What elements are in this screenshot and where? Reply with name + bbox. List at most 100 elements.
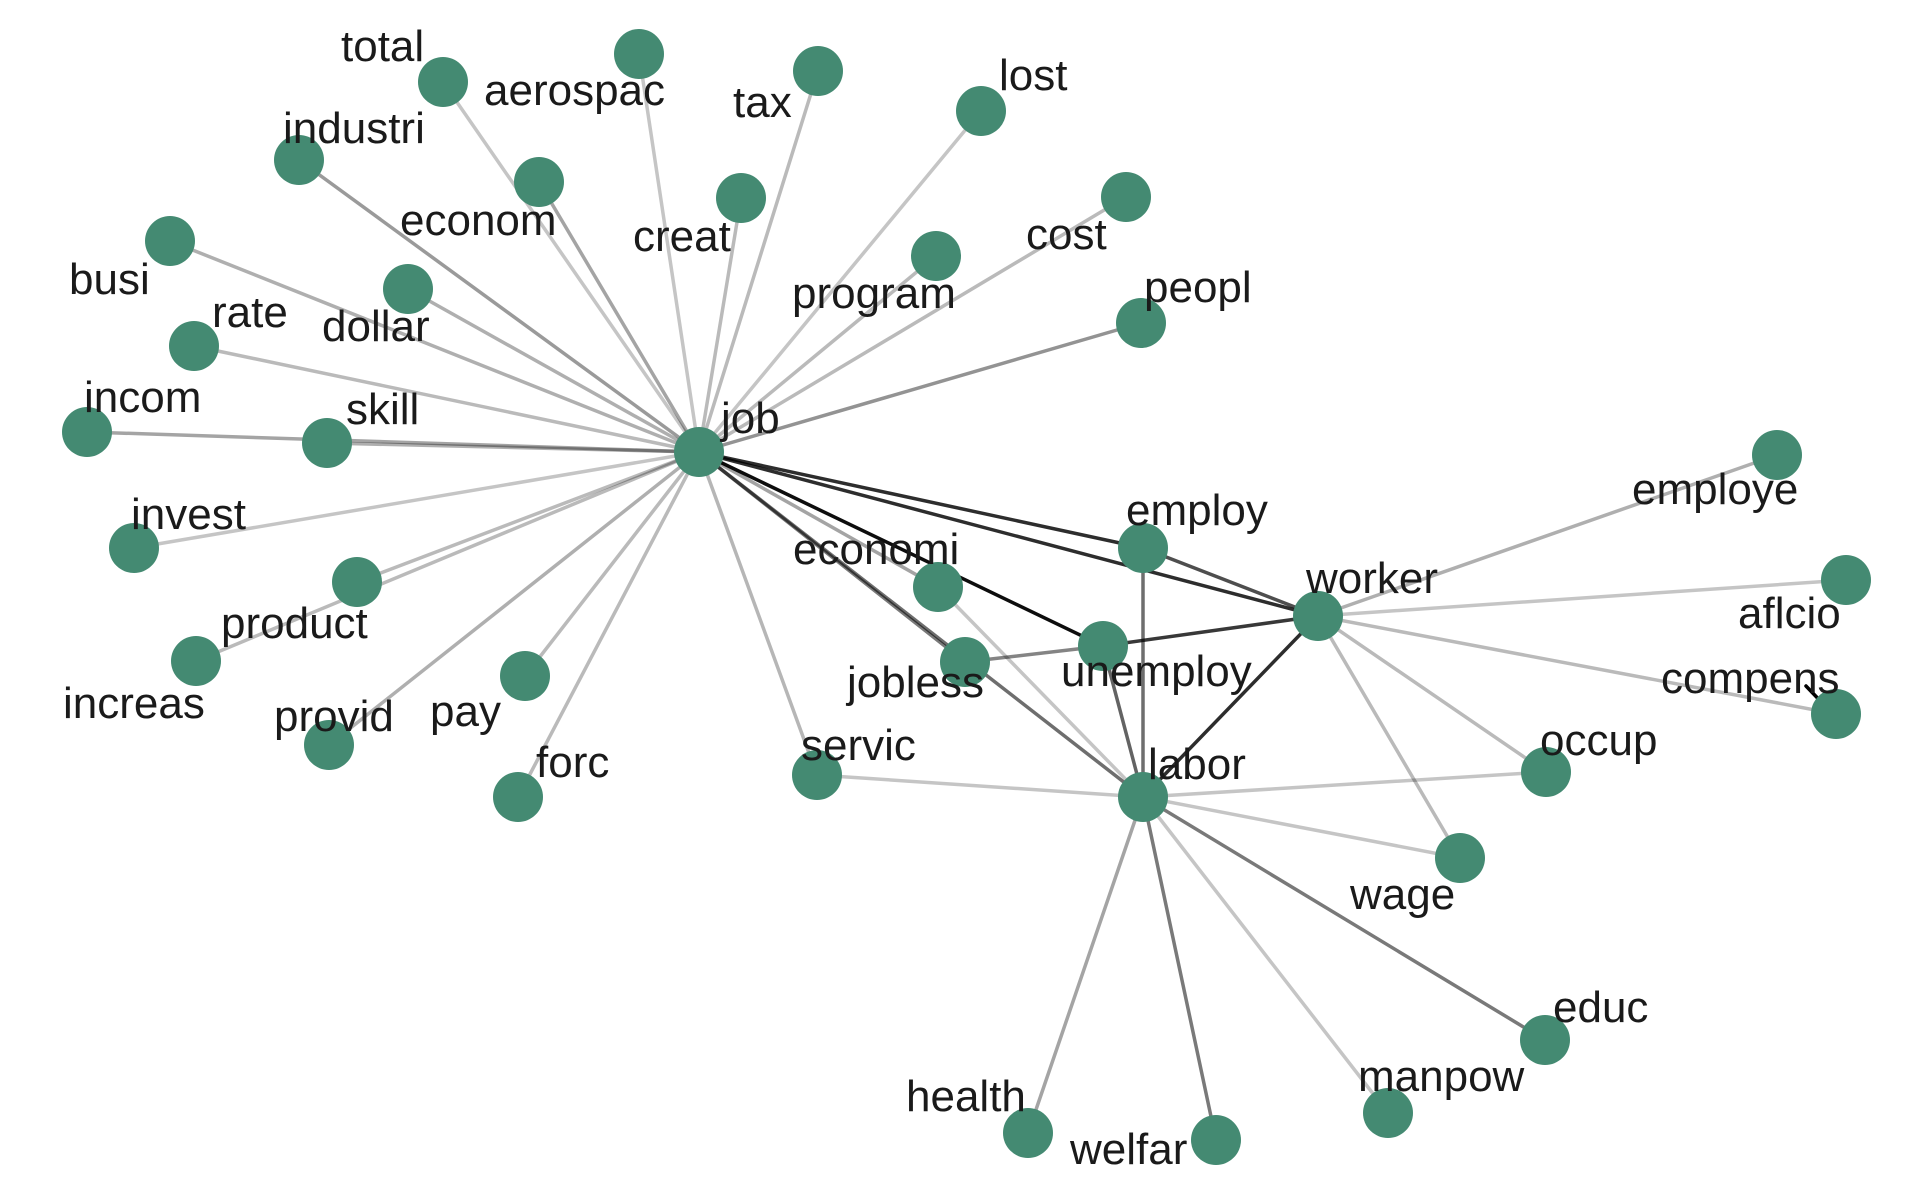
node-compens [1811, 689, 1861, 739]
node-servic [792, 750, 842, 800]
node-forc [493, 772, 543, 822]
node-label-jobless: jobless [845, 658, 984, 707]
edge-job-worker [697, 450, 1320, 618]
node-creat [716, 173, 766, 223]
node-economi [913, 562, 963, 612]
edge-labor-manpow [1141, 795, 1390, 1115]
node-dollar [383, 264, 433, 314]
edge-job-peopl [697, 321, 1143, 454]
node-program [911, 231, 961, 281]
edge-job-servic [697, 450, 819, 777]
node-aflcio [1821, 555, 1871, 605]
node-educ [1520, 1015, 1570, 1065]
node-label-busi: busi [69, 255, 150, 304]
node-worker [1293, 591, 1343, 641]
edge-labor-servic [815, 773, 1145, 799]
node-label-creat: creat [633, 212, 731, 261]
node-unemploy [1078, 621, 1128, 671]
edge-job-busi [168, 239, 701, 454]
node-label-occup: occup [1540, 716, 1657, 765]
node-label-industri: industri [283, 104, 425, 153]
node-label-rate: rate [212, 288, 288, 337]
edge-job-increas [194, 450, 701, 663]
edge-job-labor [697, 450, 1145, 799]
node-invest [109, 523, 159, 573]
node-label-wage: wage [1349, 870, 1455, 919]
node-label-compens: compens [1661, 654, 1840, 703]
node-label-economi: economi [793, 525, 959, 574]
node-employ [1118, 523, 1168, 573]
edge-worker-compens [1316, 614, 1838, 716]
node-label-cost: cost [1026, 210, 1107, 259]
edge-unemploy-labor [1101, 644, 1145, 799]
node-wage [1435, 833, 1485, 883]
edge-job-cost [697, 195, 1128, 454]
node-label-increas: increas [63, 679, 205, 728]
node-label-incom: incom [84, 373, 201, 422]
node-increas [171, 636, 221, 686]
node-occup [1521, 747, 1571, 797]
edge-job-provid [327, 450, 701, 747]
node-label-provid: provid [274, 692, 394, 741]
edge-job-tax [697, 69, 820, 454]
node-label-invest: invest [131, 490, 246, 539]
edge-job-invest [132, 450, 701, 550]
node-layer [62, 29, 1871, 1165]
node-busi [145, 216, 195, 266]
node-label-peopl: peopl [1144, 263, 1252, 312]
label-layer: job labor worker employ unemploy jobless econo… [63, 22, 1841, 1174]
edge-labor-educ [1141, 795, 1547, 1042]
node-total [418, 57, 468, 107]
node-tax [793, 46, 843, 96]
edge-job-creat [697, 196, 743, 454]
edge-worker-occup [1316, 614, 1548, 774]
node-label-manpow: manpow [1358, 1052, 1525, 1101]
edge-job-rate [192, 344, 701, 454]
node-label-welfar: welfar [1069, 1125, 1187, 1174]
node-skill [302, 418, 352, 468]
node-manpow [1363, 1088, 1413, 1138]
edge-worker-employe [1316, 453, 1779, 618]
edge-employ-worker [1141, 546, 1320, 618]
node-label-job: job [719, 394, 780, 443]
node-labor [1118, 772, 1168, 822]
node-label-educ: educ [1553, 983, 1648, 1032]
node-label-tax: tax [733, 78, 792, 127]
node-label-forc: forc [536, 738, 609, 787]
edge-labor-welfar [1141, 795, 1218, 1142]
edge-economi-labor [936, 585, 1145, 799]
node-label-total: total [341, 22, 424, 71]
node-label-unemploy: unemploy [1061, 647, 1252, 696]
node-econom [514, 157, 564, 207]
node-product [332, 557, 382, 607]
node-label-aflcio: aflcio [1738, 589, 1841, 638]
edge-labor-worker [1141, 614, 1320, 799]
node-cost [1101, 172, 1151, 222]
node-aerospac [614, 29, 664, 79]
node-industri [274, 135, 324, 185]
node-label-health: health [906, 1072, 1026, 1121]
node-health [1003, 1108, 1053, 1158]
node-label-labor: labor [1148, 740, 1246, 789]
node-label-worker: worker [1305, 554, 1438, 603]
node-label-product: product [221, 599, 368, 648]
edge-job-skill [325, 441, 701, 454]
edge-job-dollar [406, 287, 701, 454]
edge-layer [85, 52, 1848, 1142]
edge-job-program [697, 254, 938, 454]
node-rate [169, 321, 219, 371]
node-jobless [940, 637, 990, 687]
node-label-skill: skill [346, 385, 419, 434]
edge-job-total [441, 80, 701, 454]
edge-worker-wage [1316, 614, 1462, 860]
node-label-lost: lost [999, 51, 1067, 100]
edge-job-unemploy [697, 450, 1105, 648]
edge-job-economi [697, 450, 940, 589]
edge-job-forc [516, 450, 701, 799]
node-pay [500, 651, 550, 701]
edge-job-product [355, 450, 701, 584]
edge-labor-health [1026, 795, 1145, 1135]
node-employe [1752, 430, 1802, 480]
edge-job-lost [697, 109, 983, 454]
